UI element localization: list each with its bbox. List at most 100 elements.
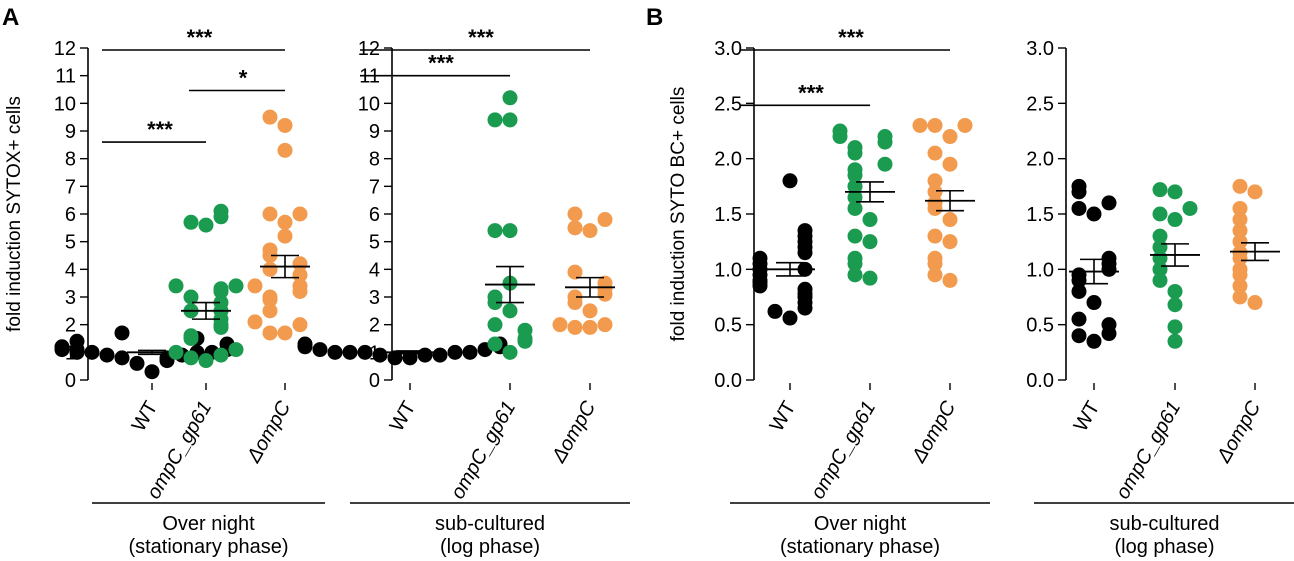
- data-point: [1232, 178, 1248, 194]
- y-axis-label: fold induction SYTOX+ cells: [4, 96, 25, 332]
- condition-label-line1: sub-cultured: [435, 513, 545, 535]
- y-tick-label: 2.0: [714, 149, 742, 171]
- data-point: [942, 272, 958, 288]
- chart-3: 0.0 0.5 1.0 1.5 2.0 2.5 3.0 fold induction SYTO…: [668, 25, 990, 558]
- data-point: [1071, 200, 1087, 216]
- data-point: [1101, 317, 1117, 333]
- data-point: [183, 214, 199, 230]
- data-point: [782, 310, 798, 326]
- data-point: [927, 117, 943, 133]
- data-point: [168, 344, 184, 360]
- data-point: [213, 281, 229, 297]
- data-point: [1232, 278, 1248, 294]
- data-point: [99, 347, 115, 363]
- condition-label-line2: (log phase): [1114, 536, 1214, 558]
- y-tick-label: 0: [65, 370, 76, 392]
- data-point: [847, 140, 863, 156]
- data-point: [1247, 184, 1263, 200]
- data-point: [372, 347, 388, 363]
- data-point: [1167, 212, 1183, 228]
- data-point: [502, 344, 518, 360]
- x-tick-label: WT: [766, 398, 801, 436]
- data-point: [927, 250, 943, 266]
- data-point: [183, 350, 199, 366]
- condition-label-line2: (stationary phase): [128, 536, 288, 558]
- data-point: [582, 223, 598, 239]
- y-tick-label: 11: [55, 66, 76, 88]
- data-point: [262, 261, 278, 277]
- data-point: [1167, 283, 1183, 299]
- significance-label: ***: [428, 51, 454, 76]
- y-tick-label: 1.5: [1026, 204, 1054, 226]
- data-point: [877, 156, 893, 172]
- y-tick-label: 3: [65, 287, 76, 309]
- x-tick-label: ΔompC: [242, 397, 295, 467]
- significance-label: ***: [838, 25, 864, 50]
- panel-label-a: A: [2, 4, 19, 31]
- data-point: [213, 295, 229, 311]
- y-tick-label: 9: [369, 121, 380, 143]
- y-tick-label: 0.0: [714, 370, 742, 392]
- x-tick-label: WT: [386, 398, 421, 436]
- data-point: [782, 173, 798, 189]
- data-point: [567, 319, 583, 335]
- data-point: [1232, 234, 1248, 250]
- data-point: [1232, 261, 1248, 277]
- data-point: [847, 228, 863, 244]
- y-tick-label: 0.5: [714, 315, 742, 337]
- y-tick-label: 0.0: [1026, 370, 1054, 392]
- data-point: [357, 344, 373, 360]
- x-tick-label: ΔompC: [547, 397, 600, 467]
- data-point: [927, 184, 943, 200]
- data-point: [417, 347, 433, 363]
- y-tick-label: 2.5: [714, 93, 742, 115]
- y-tick-label: 3.0: [1026, 38, 1054, 60]
- data-point: [1182, 200, 1198, 216]
- y-tick-label: 7: [65, 176, 76, 198]
- data-point: [927, 267, 943, 283]
- chart-2: 0123456789101112WTompC_gp61ΔompC******su…: [297, 25, 630, 558]
- data-point: [862, 270, 878, 286]
- x-tick-label: WT: [128, 398, 163, 436]
- data-point: [1152, 206, 1168, 222]
- data-point: [312, 342, 328, 358]
- data-point: [277, 325, 293, 341]
- data-point: [847, 200, 863, 216]
- data-point: [847, 267, 863, 283]
- y-tick-label: 6: [369, 204, 380, 226]
- data-point: [144, 364, 160, 380]
- data-point: [597, 317, 613, 333]
- data-point: [942, 129, 958, 145]
- y-tick-label: 10: [54, 93, 76, 115]
- data-point: [292, 267, 308, 283]
- data-point: [168, 278, 184, 294]
- data-point: [767, 303, 783, 319]
- data-point: [1247, 295, 1263, 311]
- data-point: [912, 117, 928, 133]
- y-tick-label: 3.0: [714, 38, 742, 60]
- data-point: [262, 109, 278, 125]
- data-point: [277, 228, 293, 244]
- data-point: [1071, 283, 1087, 299]
- y-tick-label: 1.0: [1026, 259, 1054, 281]
- x-tick-label: ompC_gp61: [1112, 398, 1186, 503]
- data-point: [262, 303, 278, 319]
- data-point: [114, 350, 130, 366]
- y-tick-label: 11: [359, 66, 380, 88]
- data-point: [942, 212, 958, 228]
- data-point: [502, 90, 518, 106]
- data-point: [502, 112, 518, 128]
- y-tick-label: 8: [369, 149, 380, 171]
- data-point: [183, 289, 199, 305]
- data-point: [432, 347, 448, 363]
- y-tick-label: 6: [65, 204, 76, 226]
- data-point: [1232, 200, 1248, 216]
- data-point: [1152, 272, 1168, 288]
- data-point: [502, 223, 518, 239]
- data-point: [487, 317, 503, 333]
- data-point: [247, 278, 263, 294]
- data-point: [277, 142, 293, 158]
- y-tick-label: 1.5: [714, 204, 742, 226]
- data-point: [862, 234, 878, 250]
